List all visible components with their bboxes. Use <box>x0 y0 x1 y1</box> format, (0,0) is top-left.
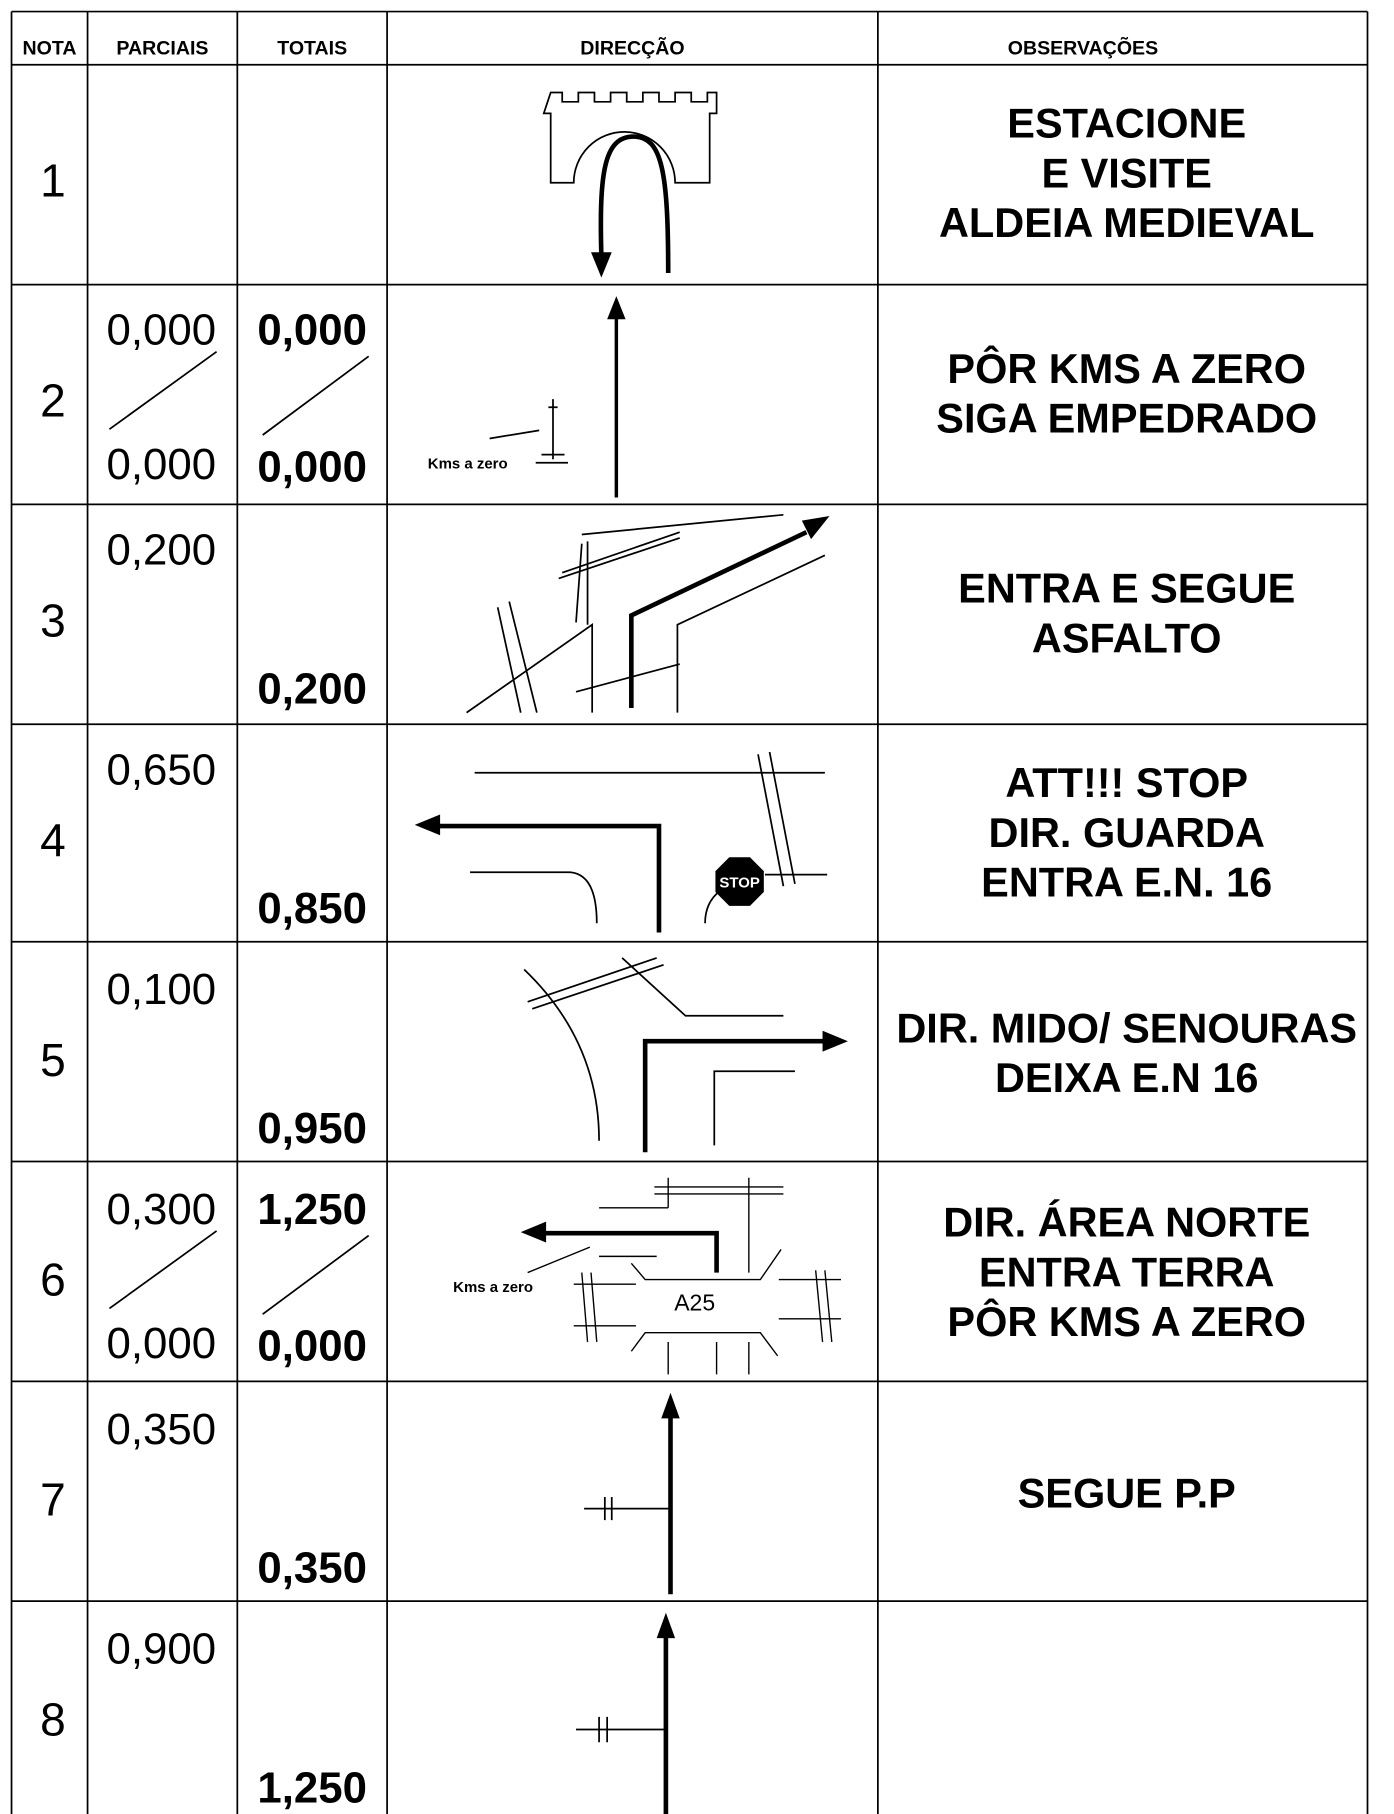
header-cell: NOTA <box>23 37 77 59</box>
total: 0,000 <box>257 306 367 355</box>
nota: 2 <box>40 374 66 426</box>
header-cell: PARCIAIS <box>116 37 208 59</box>
nota: 5 <box>40 1034 66 1086</box>
parcial: 0,000 <box>107 306 217 355</box>
grid <box>10 10 1369 1814</box>
observacao: E VISITE <box>1041 149 1212 196</box>
observacao: PÔR KMS A ZERO <box>947 1298 1306 1345</box>
nota: 6 <box>40 1254 66 1306</box>
observacao: SIGA EMPEDRADO <box>936 395 1317 442</box>
observacao: DIR. GUARDA <box>989 809 1265 856</box>
diagram-label: Kms a zero <box>453 1279 533 1296</box>
diagram-label: Kms a zero <box>428 456 508 473</box>
observacao: ENTRA TERRA <box>979 1248 1275 1295</box>
parcial: 0,200 <box>107 525 217 574</box>
diagram-label: A25 <box>674 1290 715 1316</box>
header-cell: OBSERVAÇÕES <box>1008 35 1158 59</box>
total: 1,250 <box>257 1763 367 1812</box>
observacao: DIR. ÁREA NORTE <box>943 1199 1310 1246</box>
nota: 8 <box>40 1693 66 1745</box>
total: 0,000 <box>257 442 367 491</box>
observacao: SEGUE P.P <box>1018 1469 1236 1516</box>
nota: 1 <box>40 155 66 207</box>
diagrams <box>414 91 848 1814</box>
observacao: ENTRA E.N. 16 <box>981 859 1272 906</box>
parcial: 0,350 <box>107 1405 217 1454</box>
observacao: ASFALTO <box>1032 614 1222 661</box>
total: 0,350 <box>257 1544 367 1593</box>
total: 0,000 <box>257 1321 367 1370</box>
observacao: ESTACIONE <box>1007 100 1246 147</box>
slash <box>262 355 370 436</box>
observacao: DIR. MIDO/ SENOURAS <box>896 1004 1357 1051</box>
observacao: ALDEIA MEDIEVAL <box>939 199 1314 246</box>
total: 0,850 <box>257 884 367 933</box>
header-cell: TOTAIS <box>277 37 347 59</box>
parcial: 0,900 <box>107 1625 217 1674</box>
slash <box>108 350 218 430</box>
nota: 4 <box>40 814 66 866</box>
slash <box>262 1234 370 1315</box>
observacao: PÔR KMS A ZERO <box>947 345 1306 392</box>
parcial: 0,000 <box>107 1319 217 1368</box>
parcial: 0,300 <box>107 1185 217 1234</box>
header-cell: DIRECÇÃO <box>580 36 684 59</box>
parcial: 0,650 <box>107 745 217 794</box>
diagram-label: STOP <box>719 874 759 891</box>
nota: 3 <box>40 594 66 646</box>
observacao: ATT!!! STOP <box>1005 759 1248 806</box>
slash <box>108 1230 218 1310</box>
nota: 7 <box>40 1473 66 1525</box>
observacao: DEIXA E.N 16 <box>995 1054 1258 1101</box>
parcial: 0,000 <box>107 440 217 489</box>
total: 1,250 <box>257 1185 367 1234</box>
parcial: 0,100 <box>107 965 217 1014</box>
total: 0,200 <box>257 664 367 713</box>
observacao: ENTRA E SEGUE <box>958 565 1295 612</box>
total: 0,950 <box>257 1104 367 1153</box>
